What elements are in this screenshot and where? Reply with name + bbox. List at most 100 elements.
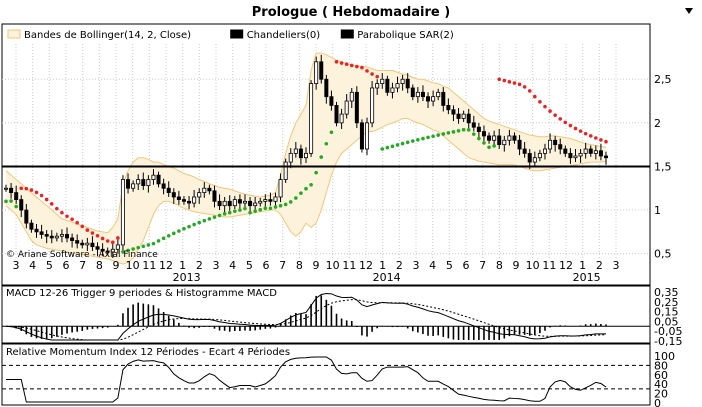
- sar-dot: [263, 206, 268, 211]
- macd-axis-label: -0,05: [654, 325, 682, 338]
- sar-dot: [355, 64, 359, 69]
- sar-dot: [553, 113, 557, 117]
- candle-body: [202, 187, 207, 194]
- sar-dot: [192, 222, 196, 227]
- x-tick-label: 7: [479, 259, 486, 272]
- sar-dot: [533, 94, 537, 99]
- rmi-axis-label: 60: [654, 369, 668, 382]
- rmi-line: [6, 356, 607, 403]
- candle-body: [59, 234, 64, 237]
- sar-dot: [370, 72, 374, 76]
- candle-body: [441, 91, 446, 106]
- candle-body: [80, 242, 85, 246]
- candle-body: [9, 187, 14, 194]
- candle-body: [161, 183, 166, 189]
- sar-dot: [543, 104, 547, 109]
- sar-dot: [19, 186, 24, 191]
- x-tick-label: 3: [13, 259, 20, 272]
- candle-body: [578, 152, 583, 157]
- x-tick-label: 4: [229, 259, 236, 272]
- sar-dot: [24, 186, 29, 191]
- sar-dot: [44, 197, 49, 202]
- sar-dot: [151, 241, 156, 246]
- sar-dot: [517, 82, 522, 87]
- candle-body: [217, 200, 222, 207]
- sar-dot: [573, 126, 578, 131]
- x-tick-label: 3: [413, 259, 420, 272]
- sar-dot: [512, 81, 517, 85]
- sar-dot: [146, 243, 151, 247]
- candle-body: [237, 199, 242, 204]
- sar-dot: [390, 144, 395, 149]
- macd-axis-label: -0,15: [654, 335, 682, 348]
- candle-body: [115, 244, 120, 250]
- x-tick-label: 3: [213, 259, 220, 272]
- sar-dot: [324, 141, 329, 146]
- expand-arrow-icon[interactable]: [682, 4, 696, 18]
- candle-body: [461, 113, 466, 119]
- sar-dot: [339, 61, 344, 65]
- sar-dot: [212, 215, 217, 219]
- sar-dot: [9, 199, 13, 203]
- sar-dot: [482, 141, 486, 145]
- sar-dot: [599, 138, 603, 142]
- sar-dot: [116, 236, 120, 240]
- sar-dot: [14, 204, 18, 209]
- candle-body: [187, 200, 192, 204]
- sar-dot: [548, 109, 552, 113]
- rmi-title: Relative Momentum Index 12 Périodes - Ec…: [6, 346, 290, 358]
- macd-axis-label: 0,05: [654, 315, 679, 328]
- x-tick-label: 6: [263, 259, 270, 272]
- candle-body: [207, 187, 212, 192]
- price-axis-label: 2: [654, 117, 661, 130]
- x-tick-label: 3: [613, 259, 620, 272]
- legend-label: Parabolique SAR(2): [357, 30, 454, 41]
- x-tick-label: 5: [446, 259, 453, 272]
- candle-body: [166, 187, 171, 194]
- candle-body: [293, 148, 298, 154]
- candle-body: [436, 91, 441, 98]
- candle-body: [298, 148, 303, 159]
- candle-body: [492, 135, 497, 141]
- x-tick-label: 4: [29, 259, 36, 272]
- candle-body: [329, 96, 334, 106]
- macd-title: MACD 12-26 Trigger 9 periodes & Histogra…: [6, 288, 277, 299]
- x-tick-label: 12: [159, 259, 173, 272]
- legend-swatch: [230, 29, 244, 39]
- candle-body: [400, 78, 405, 84]
- price-axis-label: 1: [654, 204, 661, 217]
- candle-body: [156, 174, 161, 185]
- sar-dot: [294, 196, 298, 200]
- x-tick-label: 11: [142, 259, 156, 272]
- sar-dot: [65, 214, 69, 219]
- sar-dot: [166, 233, 171, 238]
- candle-body: [598, 150, 603, 157]
- copyright-notice: © Ariane Software - Axial Finance: [6, 250, 158, 260]
- x-tick-label: 5: [246, 259, 253, 272]
- candle-body: [131, 183, 136, 189]
- candle-body: [29, 222, 34, 230]
- candle-body: [95, 246, 100, 250]
- sar-dot: [334, 60, 339, 64]
- sar-dot: [126, 248, 130, 253]
- candle-body: [288, 152, 293, 163]
- candle-body: [354, 91, 359, 124]
- candle-body: [344, 100, 349, 115]
- candle-body: [502, 139, 507, 146]
- rmi-axis-label: 0: [654, 397, 661, 407]
- candle-body: [70, 237, 75, 241]
- macd-trigger-line: [5, 299, 607, 341]
- candle-body: [105, 250, 110, 253]
- candle-body: [263, 199, 268, 202]
- x-tick-label: 8: [296, 259, 303, 272]
- sar-dot: [497, 77, 502, 82]
- sar-dot: [314, 170, 318, 175]
- sar-dot: [594, 136, 598, 140]
- candle-body: [604, 155, 609, 159]
- x-tick-label: 7: [279, 259, 286, 272]
- candle-body: [24, 209, 29, 224]
- sar-dot: [233, 209, 237, 213]
- sar-dot: [105, 239, 110, 243]
- macd-axis-label: 0,35: [654, 286, 679, 299]
